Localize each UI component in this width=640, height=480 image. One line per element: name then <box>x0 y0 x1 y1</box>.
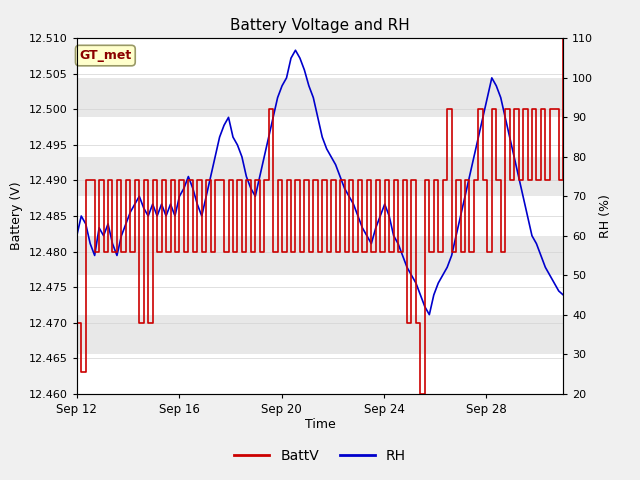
Bar <box>77 117 563 157</box>
Bar <box>77 275 563 315</box>
Title: Battery Voltage and RH: Battery Voltage and RH <box>230 18 410 33</box>
Bar <box>77 315 563 354</box>
Bar <box>77 236 563 275</box>
Bar <box>77 354 563 394</box>
Y-axis label: Battery (V): Battery (V) <box>10 182 23 250</box>
Text: GT_met: GT_met <box>79 49 131 62</box>
Bar <box>77 157 563 196</box>
X-axis label: Time: Time <box>305 419 335 432</box>
Bar <box>77 78 563 117</box>
Y-axis label: RH (%): RH (%) <box>599 194 612 238</box>
Legend: BattV, RH: BattV, RH <box>229 443 411 468</box>
Bar <box>77 38 563 78</box>
Bar <box>77 196 563 236</box>
